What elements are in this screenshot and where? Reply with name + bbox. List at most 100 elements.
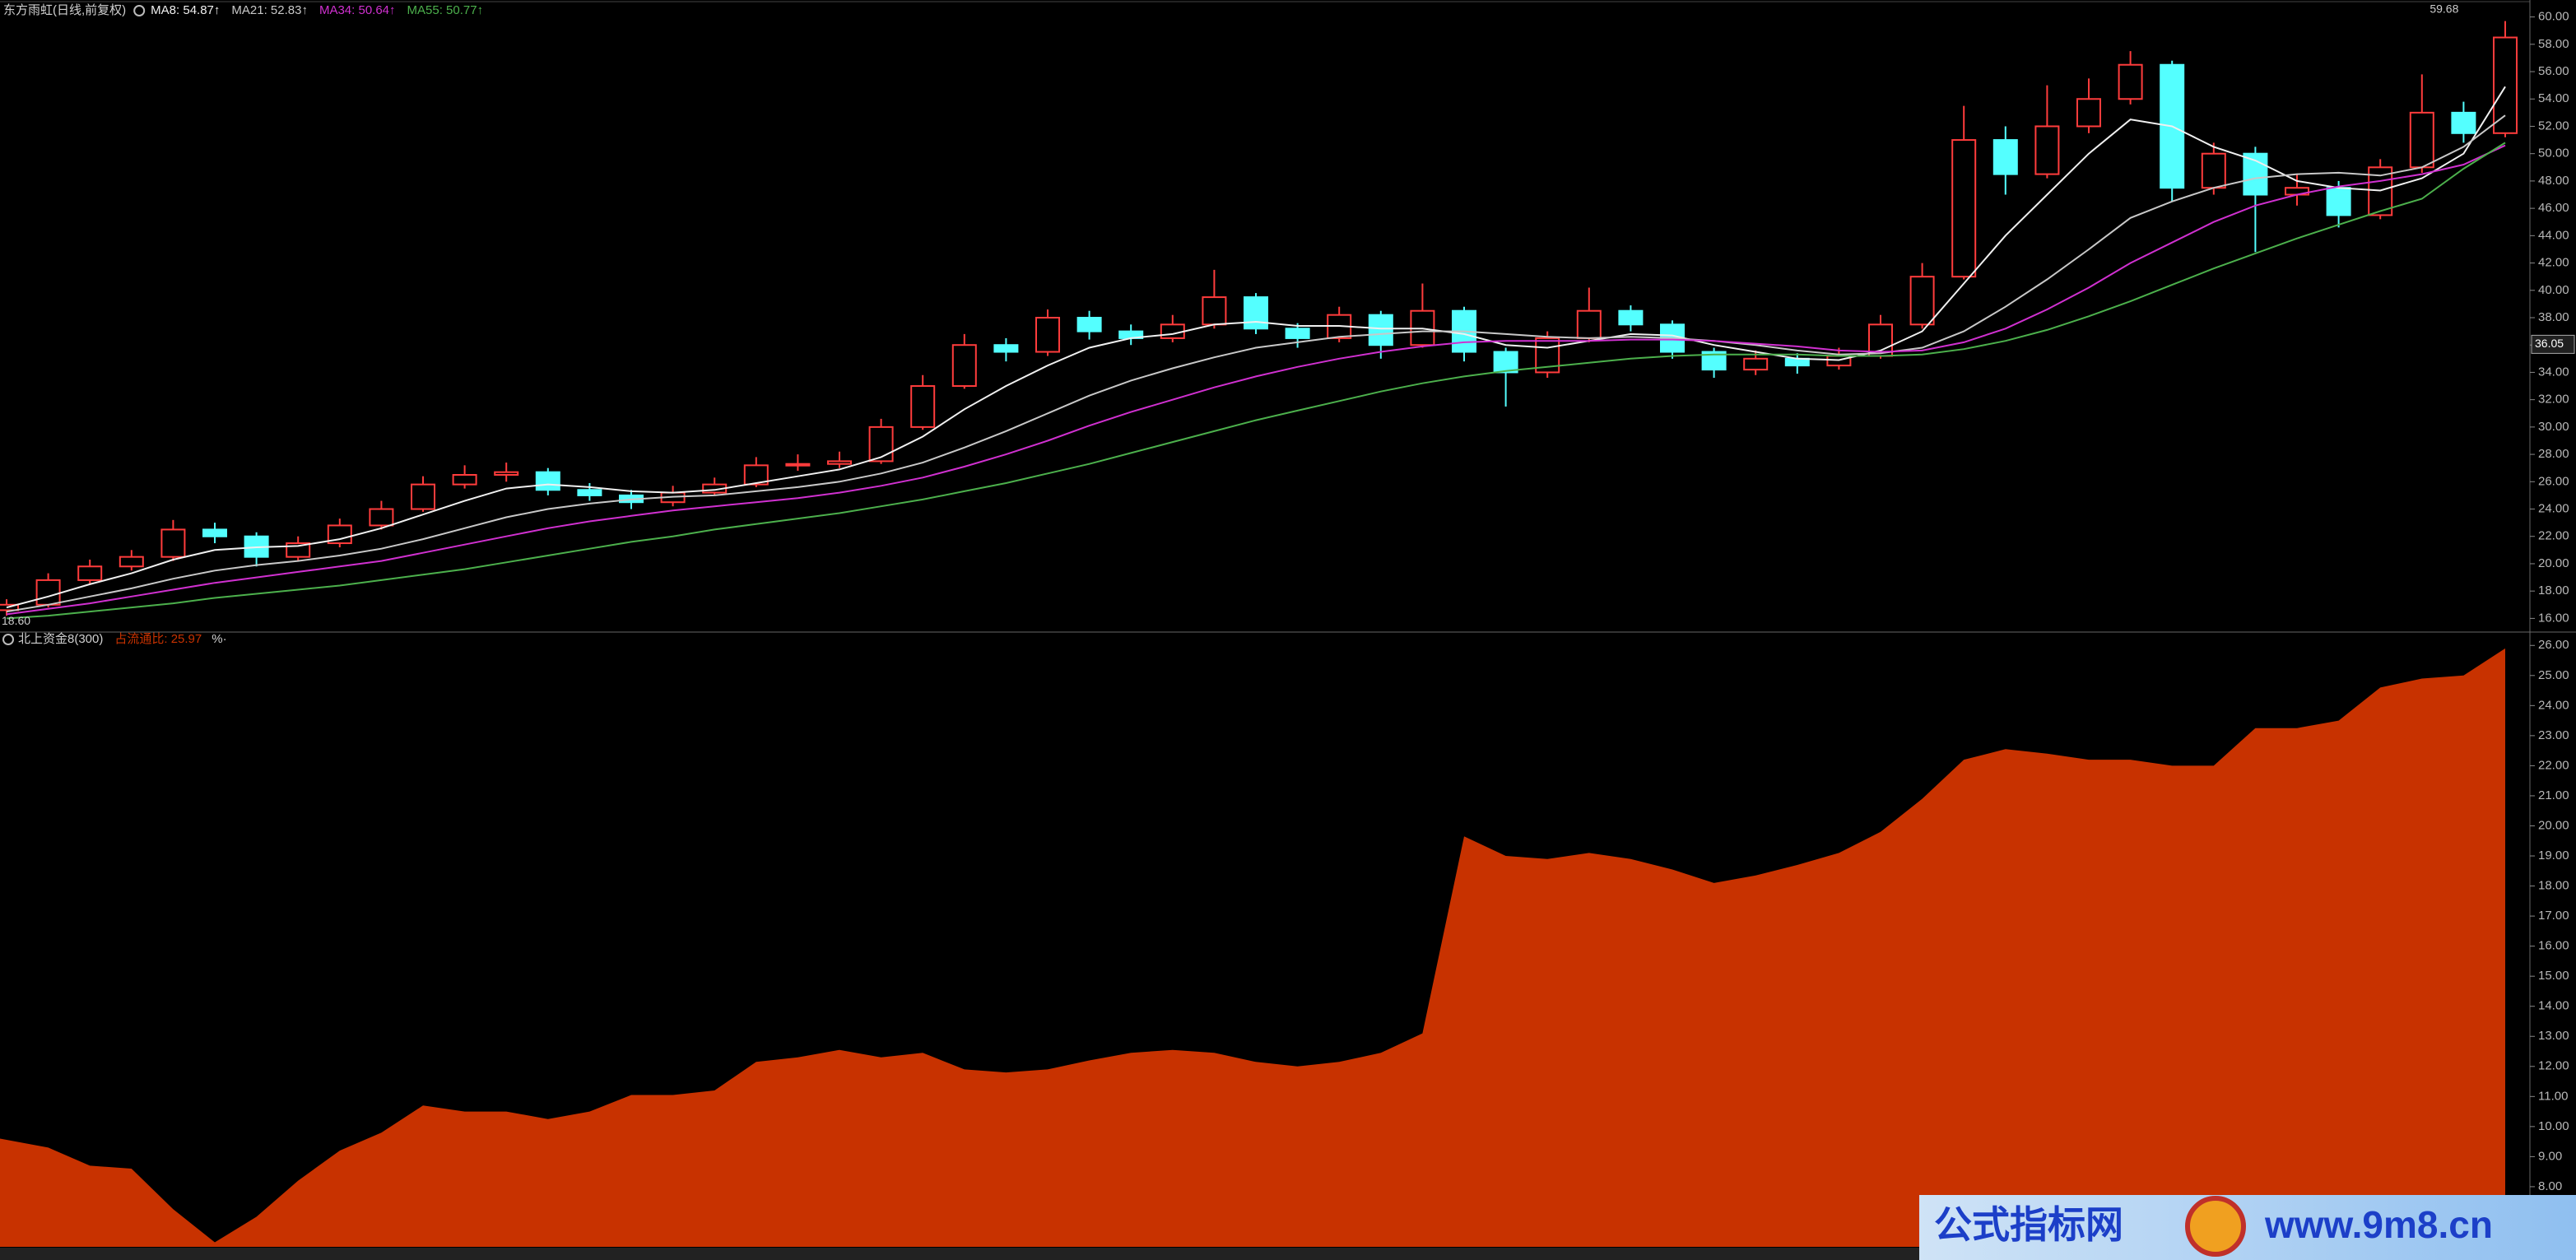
candle-body — [827, 460, 852, 465]
chart-title: 东方雨虹(日线,前复权) — [3, 2, 126, 17]
candle-body — [2076, 98, 2101, 128]
unit-label: %· — [212, 632, 226, 646]
candle-body — [951, 344, 977, 388]
candle-body — [1743, 357, 1769, 371]
candle-body — [743, 464, 769, 486]
candle-body — [2493, 36, 2518, 134]
candle-body — [1368, 314, 1393, 346]
y-tick-label: 21.00 — [2538, 788, 2569, 802]
y-tick-label: 10.00 — [2538, 1119, 2569, 1133]
y-tick-label: 14.00 — [2538, 999, 2569, 1013]
y-tick-label: 8.00 — [2538, 1179, 2562, 1193]
y-tick-label: 38.00 — [2538, 310, 2569, 324]
y-tick-label: 30.00 — [2538, 420, 2569, 434]
candle-body — [1202, 296, 1227, 326]
candle-body — [868, 425, 894, 463]
y-tick-label: 42.00 — [2538, 256, 2569, 270]
y-tick-label: 58.00 — [2538, 37, 2569, 51]
y-tick-label: 16.00 — [2538, 611, 2569, 625]
y-tick-label: 44.00 — [2538, 228, 2569, 242]
candle-body — [1951, 139, 1977, 278]
y-tick-label: 46.00 — [2538, 201, 2569, 215]
y-tick-label: 17.00 — [2538, 909, 2569, 923]
candle-body — [910, 385, 936, 428]
y-tick-label: 60.00 — [2538, 10, 2569, 24]
watermark-site: 公式指标网 — [1934, 1203, 2123, 1246]
y-tick-label: 34.00 — [2538, 365, 2569, 379]
y-tick-label: 40.00 — [2538, 283, 2569, 297]
y-tick-label: 26.00 — [2538, 638, 2569, 652]
candle-body — [2409, 111, 2434, 169]
y-tick-label: 22.00 — [2538, 758, 2569, 772]
area — [0, 648, 2505, 1247]
y-tick-label: 24.00 — [2538, 501, 2569, 515]
candle-body — [2034, 125, 2060, 175]
ma-line — [6, 114, 2506, 613]
y-tick-label: 18.00 — [2538, 584, 2569, 597]
y-tick-label: 32.00 — [2538, 393, 2569, 407]
candle-body — [160, 528, 186, 558]
y-tick-label: 22.00 — [2538, 529, 2569, 543]
ma-line — [6, 142, 2506, 620]
candle-body — [2201, 152, 2226, 189]
legend-entry: MA55: 50.77↑ — [407, 3, 484, 17]
candle-body — [494, 471, 519, 477]
candle-body — [369, 508, 394, 527]
candle-body — [1992, 139, 2018, 175]
legend-icon — [2, 634, 14, 645]
legend-entry: MA8: 54.87↑ — [151, 3, 220, 17]
y-tick-label: 56.00 — [2538, 64, 2569, 78]
legend-entry: MA34: 50.64↑ — [319, 3, 396, 17]
y-tick-label: 19.00 — [2538, 849, 2569, 862]
candle-body — [785, 463, 811, 467]
y-tick-label: 20.00 — [2538, 818, 2569, 832]
candle-body — [452, 474, 477, 486]
y-tick-label: 13.00 — [2538, 1029, 2569, 1043]
candle-body — [1576, 309, 1602, 339]
y-tick-label: 18.00 — [2538, 879, 2569, 893]
y-tick-label: 12.00 — [2538, 1059, 2569, 1073]
y-tick-label: 28.00 — [2538, 447, 2569, 461]
panel-title: 北上资金8(300) — [18, 632, 103, 646]
y-tick-label: 24.00 — [2538, 698, 2569, 712]
candle-body — [1493, 351, 1518, 374]
legend-entry: MA21: 52.83↑ — [231, 3, 308, 17]
cursor-value: 36.05 — [2535, 337, 2564, 350]
candle-body — [1909, 276, 1935, 326]
candle-body — [119, 556, 144, 568]
candle-body — [993, 344, 1019, 353]
y-tick-label: 48.00 — [2538, 174, 2569, 188]
candle-body — [535, 471, 560, 491]
ma-line — [6, 86, 2506, 609]
y-tick-label: 20.00 — [2538, 556, 2569, 570]
y-tick-label: 26.00 — [2538, 474, 2569, 488]
flow-legend: 北上资金8(300) 占流通比: 25.97 %· — [2, 632, 227, 646]
price-annotation: 59.68 — [2430, 2, 2458, 16]
candle-body — [35, 579, 61, 606]
y-tick-label: 23.00 — [2538, 728, 2569, 742]
watermark-box — [1919, 1195, 2576, 1260]
candle-body — [77, 565, 103, 581]
candle-body — [1244, 296, 1268, 330]
y-tick-label: 25.00 — [2538, 668, 2569, 682]
y-tick-label: 9.00 — [2538, 1149, 2562, 1163]
candle-body — [2451, 111, 2476, 134]
candle-body — [1160, 323, 1185, 339]
watermark: 公式指标网 www.9m8.cn — [1919, 1195, 2576, 1260]
y-tick-label: 50.00 — [2538, 146, 2569, 160]
candle-body — [1035, 317, 1060, 353]
y-tick-label: 15.00 — [2538, 969, 2569, 983]
candle-body — [202, 528, 227, 537]
legend-icon — [133, 5, 146, 16]
price-annotation: 18.60 — [2, 614, 30, 627]
cursor-box — [2531, 334, 2575, 354]
candle-body — [2118, 63, 2143, 100]
y-tick-label: 54.00 — [2538, 91, 2569, 105]
y-tick-label: 16.00 — [2538, 939, 2569, 953]
indicator-label: 占流通比: 25.97 — [114, 632, 202, 646]
price-legend: 东方雨虹(日线,前复权) MA8: 54.87↑ MA21: 52.83↑ MA34:… — [3, 2, 483, 17]
watermark-url: www.9m8.cn — [2264, 1203, 2493, 1246]
candle-body — [1076, 317, 1102, 332]
